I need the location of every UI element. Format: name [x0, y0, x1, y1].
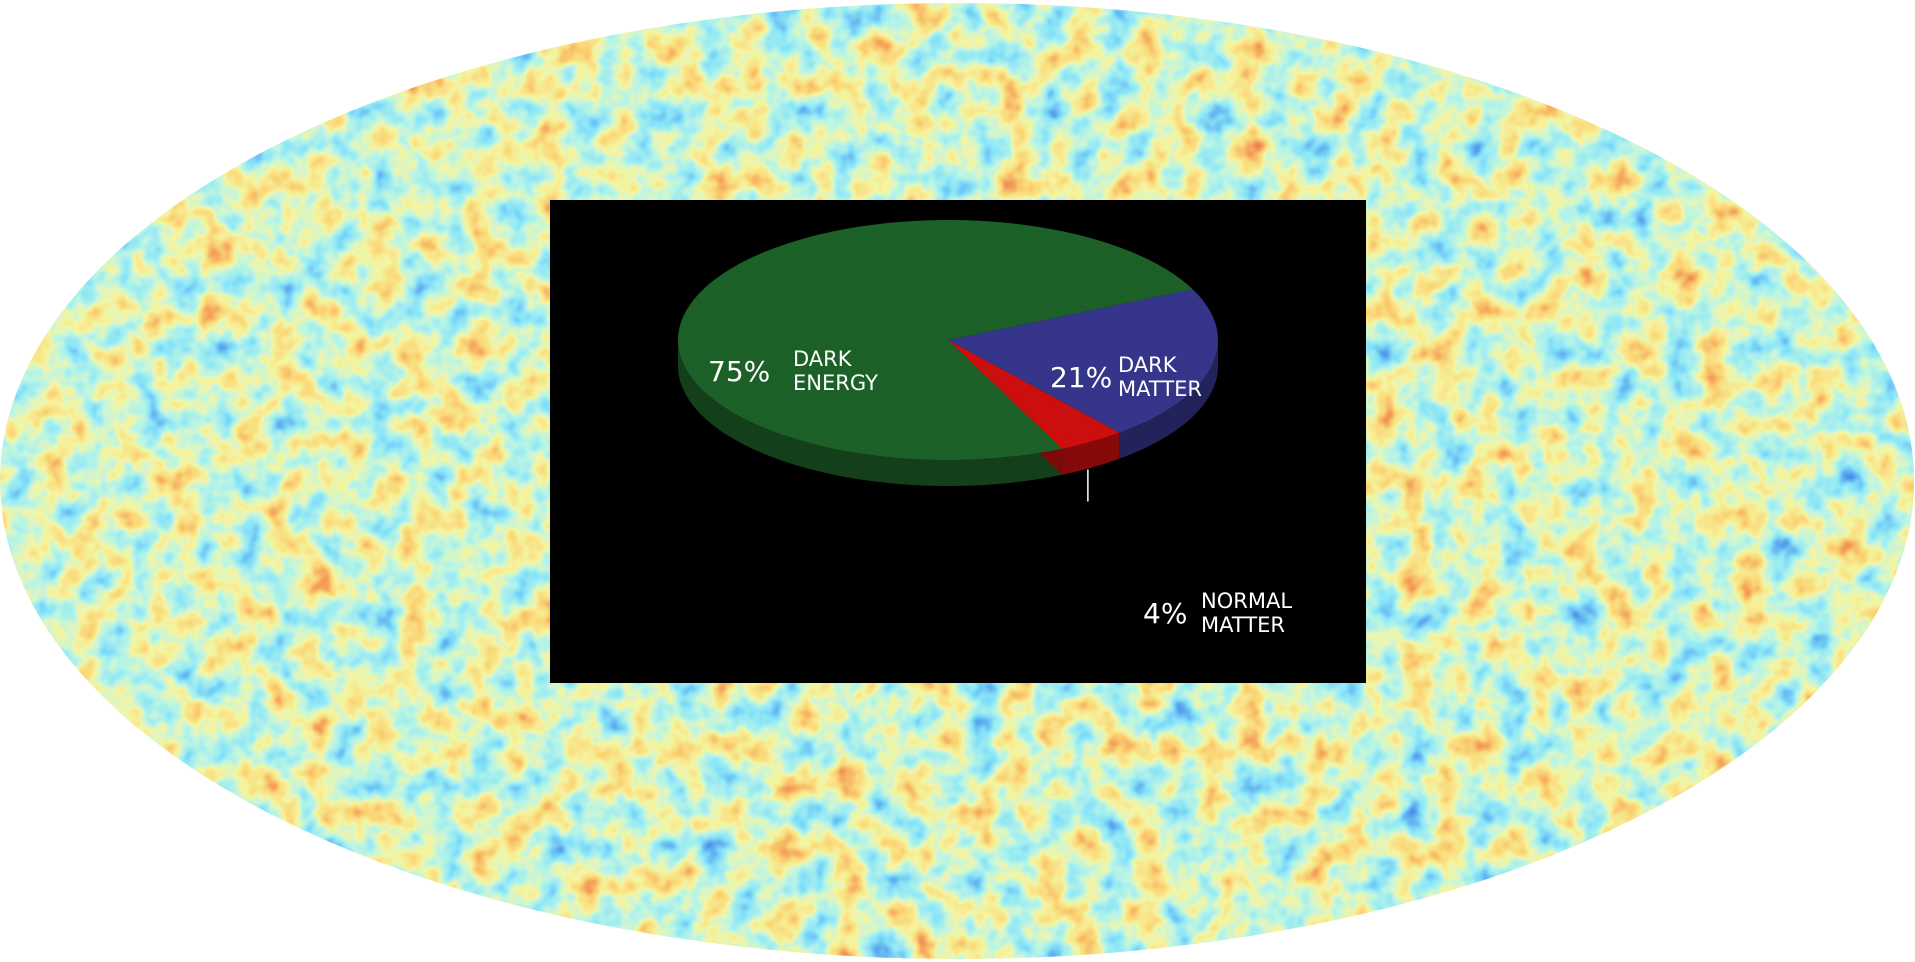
pie-slice-dark-matter-texture	[948, 289, 1218, 433]
dark-matter-value-label: 21%	[1050, 361, 1112, 394]
pie-slice-normal-matter-texture	[948, 340, 1120, 449]
normal-matter-label-line2: MATTER	[1201, 613, 1285, 637]
dark-matter-label-line1: DARK	[1118, 353, 1178, 377]
dark-energy-label-line2: ENERGY	[793, 371, 878, 395]
pie-side-1	[1119, 340, 1218, 459]
dark-energy-label-line1: DARK	[793, 347, 853, 371]
dark-matter-label-line2: MATTER	[1118, 377, 1202, 401]
pie-side-0	[678, 340, 1063, 486]
pie-slice-dark-energy-texture	[677, 220, 1193, 460]
pie-chart-panel: 75% DARK ENERGY 21% DARK MATTER 4% NORMAL MATTER	[550, 200, 1366, 683]
normal-matter-label-line1: NORMAL	[1201, 589, 1292, 613]
pie-side-2	[1062, 432, 1120, 475]
normal-matter-value-label: 4%	[1143, 597, 1187, 630]
dark-energy-value-label: 75%	[708, 355, 770, 388]
